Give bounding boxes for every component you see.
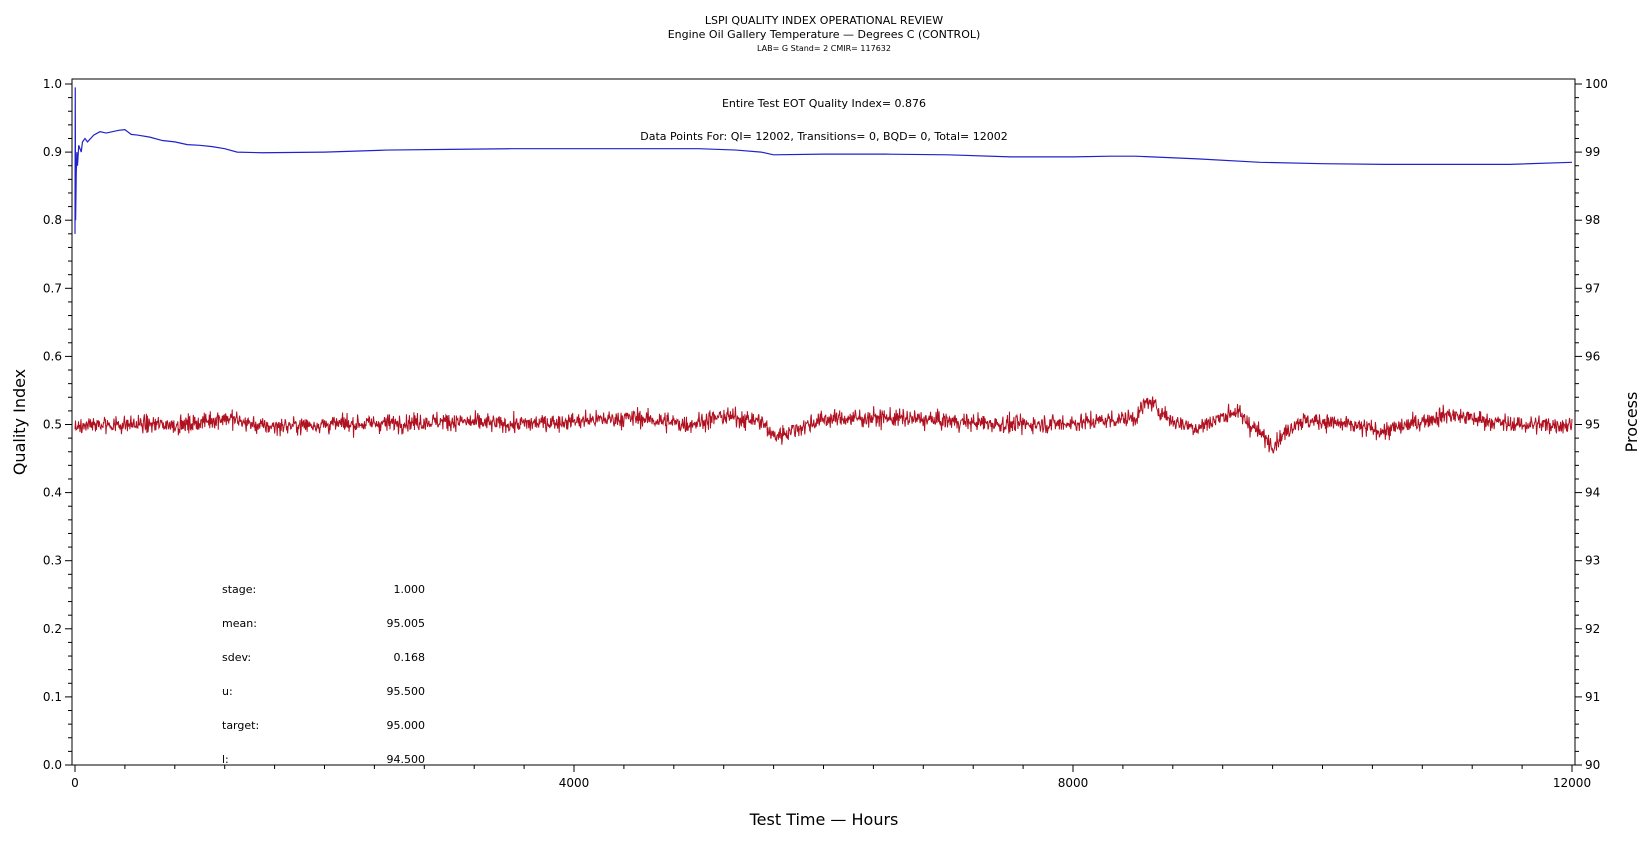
stat-label: l: — [222, 753, 229, 766]
y-right-tick-label: 91 — [1585, 690, 1600, 704]
y-left-tick-label: 0.4 — [43, 486, 62, 500]
quality-index-series-line — [74, 87, 1573, 234]
x-axis-title: Test Time — Hours — [749, 810, 899, 829]
stat-label: target: — [222, 719, 259, 732]
x-tick-label: 0 — [71, 776, 79, 790]
stat-value: 0.168 — [394, 651, 426, 664]
y-right-tick-label: 93 — [1585, 554, 1600, 568]
stat-label: u: — [222, 685, 233, 698]
y-left-axis-title: Quality Index — [10, 369, 29, 475]
y-right-tick-label: 96 — [1585, 349, 1600, 363]
stat-label: stage: — [222, 583, 256, 596]
annotation-data-points: Data Points For: QI= 12002, Transitions=… — [640, 130, 1008, 143]
stat-value: 95.000 — [387, 719, 426, 732]
y-right-tick-label: 95 — [1585, 418, 1600, 432]
y-right-axis-title: Process — [1622, 392, 1641, 453]
y-left-tick-label: 0.5 — [43, 418, 62, 432]
stat-value: 95.500 — [387, 685, 426, 698]
y-left-tick-label: 0.7 — [43, 281, 62, 295]
y-right-tick-label: 97 — [1585, 281, 1600, 295]
process-series-line — [74, 396, 1573, 454]
y-right-tick-label: 94 — [1585, 486, 1600, 500]
chart-subtitle-small: LAB= G Stand= 2 CMIR= 117632 — [757, 44, 891, 53]
y-left-tick-label: 0.0 — [43, 758, 62, 772]
series-layer — [74, 87, 1573, 454]
chart-subtitle: Engine Oil Gallery Temperature — Degrees… — [668, 28, 981, 41]
stat-value: 95.005 — [387, 617, 426, 630]
y-left-tick-label: 0.6 — [43, 349, 62, 363]
y-left-tick-label: 0.8 — [43, 213, 62, 227]
y-right-tick-label: 90 — [1585, 758, 1600, 772]
y-right-tick-label: 98 — [1585, 213, 1600, 227]
axes-ticks: 0.0 0.1 0.2 0.3 0.4 0.5 0.6 0.7 0.8 0.9 1.0 90 91 92 9… — [43, 77, 1608, 790]
stat-value: 94.500 — [387, 753, 426, 766]
y-left-tick-label: 0.3 — [43, 554, 62, 568]
y-left-tick-label: 0.1 — [43, 690, 62, 704]
y-left-tick-label: 0.9 — [43, 145, 62, 159]
y-right-tick-label: 92 — [1585, 622, 1600, 636]
chart-title: LSPI QUALITY INDEX OPERATIONAL REVIEW — [705, 14, 943, 27]
stat-value: 1.000 — [394, 583, 426, 596]
x-tick-label: 4000 — [559, 776, 590, 790]
x-tick-label: 8000 — [1058, 776, 1089, 790]
y-right-tick-label: 99 — [1585, 145, 1600, 159]
stats-block: stage: 1.000 mean: 95.005 sdev: 0.168 u: 95.500… — [222, 583, 425, 766]
annotation-quality-index: Entire Test EOT Quality Index= 0.876 — [722, 97, 926, 110]
y-left-tick-label: 0.2 — [43, 622, 62, 636]
y-left-tick-label: 1.0 — [43, 77, 62, 91]
x-tick-label: 12000 — [1553, 776, 1591, 790]
y-right-tick-label: 100 — [1585, 77, 1608, 91]
stat-label: mean: — [222, 617, 257, 630]
stat-label: sdev: — [222, 651, 251, 664]
